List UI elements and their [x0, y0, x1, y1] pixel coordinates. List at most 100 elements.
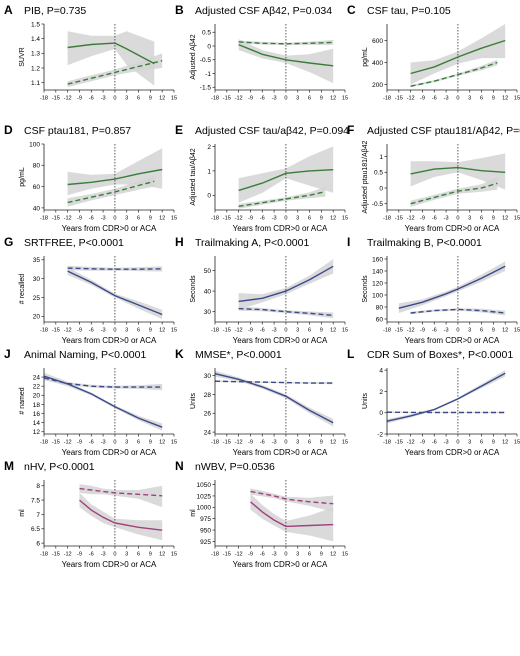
x-tick-label: 0: [284, 552, 287, 558]
confidence-band-dashed: [238, 186, 326, 209]
x-tick-label: -15: [223, 96, 231, 102]
y-tick-label: -2: [377, 431, 383, 438]
x-tick-label: -18: [40, 552, 48, 558]
y-tick-label: 30: [204, 373, 212, 380]
x-tick-label: 12: [502, 440, 508, 446]
x-tick-label: -18: [383, 328, 391, 334]
x-tick-label: 12: [159, 216, 165, 222]
panel-b: B Adjusted CSF Aβ42, P=0.034 -1.5 -1 -0.5 0 0.…: [175, 3, 348, 102]
x-tick-label: 6: [308, 216, 311, 222]
x-tick-label: -3: [272, 552, 277, 558]
y-tick-label: 400: [372, 60, 383, 67]
x-tick-label: 6: [308, 96, 311, 102]
x-tick-label: 0: [456, 96, 459, 102]
x-tick-label: -3: [444, 328, 449, 334]
x-tick-label: 9: [149, 216, 152, 222]
panel-title: Adjusted CSF ptau181/Aβ42, P=0.884: [367, 125, 520, 137]
x-tick-label: -6: [260, 440, 265, 446]
x-tick-label: 15: [171, 216, 177, 222]
x-tick-label: 12: [330, 552, 336, 558]
y-tick-label: 26: [204, 411, 212, 418]
x-tick-label: 9: [320, 328, 323, 334]
x-tick-label: 6: [137, 328, 140, 334]
y-tick-label: 200: [372, 82, 383, 89]
x-tick-label: 9: [320, 440, 323, 446]
y-tick-label: 30: [204, 309, 212, 316]
x-tick-label: -6: [89, 552, 94, 558]
panel-letter: K: [175, 347, 184, 361]
x-tick-label: 9: [320, 96, 323, 102]
x-tick-label: 0: [284, 96, 287, 102]
x-tick-label: -12: [235, 216, 243, 222]
x-tick-label: -18: [211, 216, 219, 222]
x-tick-label: -12: [64, 96, 72, 102]
x-tick-label: -6: [432, 96, 437, 102]
x-axis-label: Years from CDR>0 or ACA: [62, 560, 157, 569]
x-tick-label: -3: [444, 440, 449, 446]
x-tick-label: -3: [101, 552, 106, 558]
panel-title: PIB, P=0.735: [24, 5, 86, 17]
x-tick-label: -3: [444, 216, 449, 222]
x-tick-label: 0: [284, 328, 287, 334]
x-axis-label: Years from CDR>0 or ACA: [405, 224, 500, 233]
series-line-solid: [398, 265, 506, 309]
panel-a: A PIB, P=0.735 1.1 1.2 1.3 1.4 1.5 -18 -15 -12 -9 -…: [4, 3, 177, 102]
y-tick-label: 1.2: [31, 65, 40, 72]
y-axis-label: Seconds: [362, 275, 369, 303]
panel-letter: J: [4, 347, 11, 361]
x-tick-label: -6: [432, 216, 437, 222]
y-tick-label: 1.1: [31, 80, 40, 87]
x-tick-label: -12: [407, 216, 415, 222]
y-tick-label: -1.5: [200, 85, 212, 92]
y-tick-label: 40: [33, 205, 41, 212]
x-tick-label: -12: [64, 552, 72, 558]
x-tick-label: 6: [480, 440, 483, 446]
y-tick-label: 6: [36, 541, 40, 548]
y-axis-label: ml: [19, 509, 26, 517]
x-tick-label: -9: [77, 552, 82, 558]
x-tick-label: 6: [137, 552, 140, 558]
x-tick-label: -9: [420, 328, 425, 334]
y-axis-label: pg/mL: [19, 167, 26, 187]
x-tick-label: 12: [330, 328, 336, 334]
x-tick-label: -9: [77, 96, 82, 102]
x-tick-label: -12: [64, 440, 72, 446]
y-axis-label: pg/mL: [362, 47, 369, 67]
x-tick-label: 15: [171, 440, 177, 446]
x-tick-label: 15: [514, 440, 520, 446]
confidence-band-dashed: [79, 484, 163, 508]
x-tick-label: -6: [432, 440, 437, 446]
y-tick-label: 100: [29, 141, 40, 148]
y-tick-label: 140: [372, 268, 383, 275]
panel-title: SRTFREE, P<0.0001: [24, 237, 124, 249]
series-line-dashed: [43, 377, 163, 388]
confidence-band-solid: [398, 261, 506, 313]
y-tick-label: 0: [207, 43, 211, 50]
x-tick-label: 9: [492, 328, 495, 334]
x-tick-label: -9: [420, 216, 425, 222]
x-tick-label: -12: [64, 328, 72, 334]
confidence-band-dashed: [238, 306, 334, 319]
panel-k: K MMSE*, P<0.0001 24 26 28 30 -18 -15 -12 -9 -6 -3 0…: [175, 347, 348, 457]
panel-j: J Animal Naming, P<0.0001 12 14 16 18 20 22 24 -1…: [4, 347, 177, 457]
x-tick-label: 12: [159, 328, 165, 334]
x-tick-label: 3: [468, 440, 471, 446]
y-tick-label: 80: [376, 304, 384, 311]
x-tick-label: -12: [235, 552, 243, 558]
y-tick-label: 60: [33, 184, 41, 191]
series-line-dashed: [67, 60, 163, 85]
x-tick-label: -18: [211, 440, 219, 446]
x-tick-label: -12: [407, 328, 415, 334]
y-axis-label: Units: [362, 393, 369, 409]
x-tick-label: 0: [113, 216, 116, 222]
y-tick-label: 30: [33, 276, 41, 283]
y-tick-label: 0: [379, 185, 383, 192]
y-tick-label: 50: [204, 268, 212, 275]
panel-letter: D: [4, 123, 13, 137]
x-tick-label: -6: [89, 216, 94, 222]
panel-c: C CSF tau, P=0.105 200 400 600 -18 -15 -12 -9 -6 -…: [347, 3, 520, 102]
x-tick-label: 15: [171, 96, 177, 102]
